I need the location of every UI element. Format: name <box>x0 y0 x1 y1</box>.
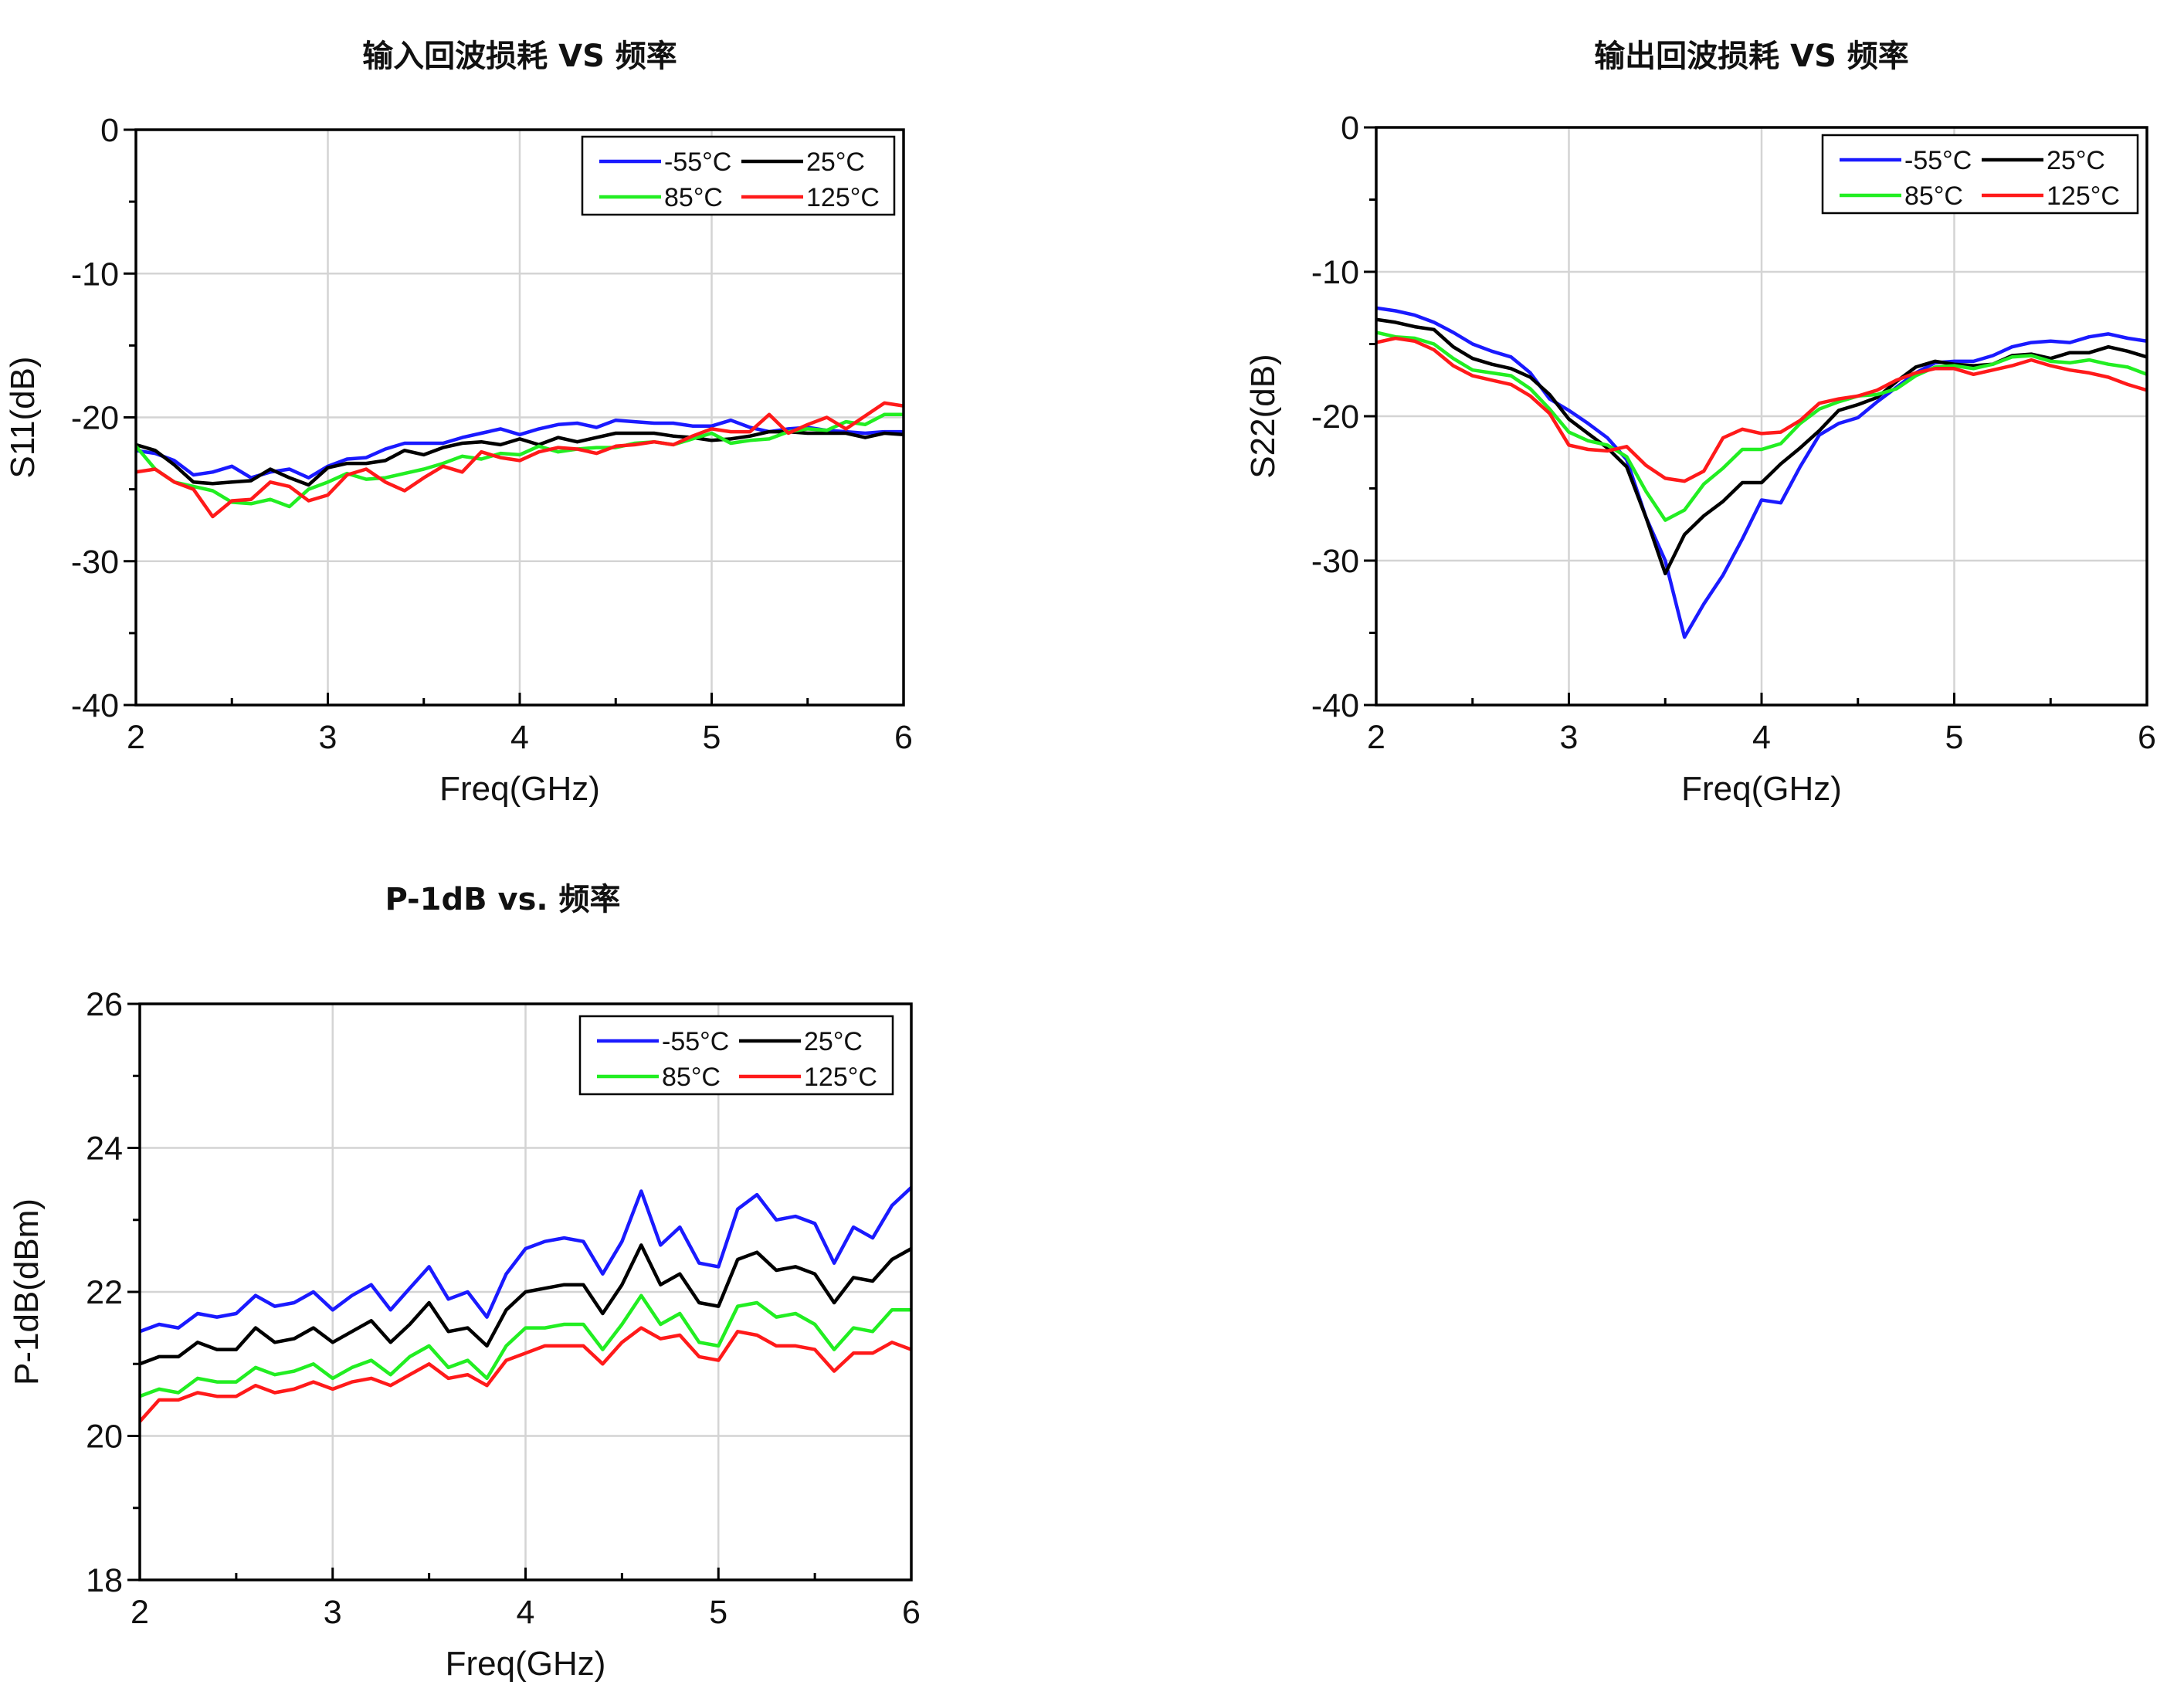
series-group <box>136 401 904 519</box>
y-tick-label: -30 <box>1311 543 1359 580</box>
legend-label: -55°C <box>1904 146 1972 175</box>
legend-box <box>578 1015 894 1096</box>
chart-1: 输入回波损耗 VS 频率 2 3 4 5 6 -40 -30 -20 -10 0 Freq(GHz) S… <box>4 39 913 808</box>
legend-label: 85°C <box>1904 181 1963 211</box>
series-line-25°C <box>136 429 904 487</box>
y-tick-label: -20 <box>1311 398 1359 436</box>
series-line--55°C <box>140 1186 911 1334</box>
y-tick-label: -40 <box>71 687 119 724</box>
y-axis-label: S22(dB) <box>1244 354 1282 478</box>
x-tick-label: 6 <box>902 1594 921 1631</box>
x-tick-label: 2 <box>127 719 145 756</box>
x-tick-label: 3 <box>1560 719 1579 756</box>
y-tick-label: 18 <box>86 1562 123 1599</box>
legend-box <box>1821 134 2139 215</box>
y-tick-label: 26 <box>86 986 123 1023</box>
series-line-85°C <box>136 412 904 509</box>
x-tick-label: 2 <box>1367 719 1385 756</box>
x-tick-label: 6 <box>2138 719 2156 756</box>
x-axis-label: Freq(GHz) <box>439 770 600 808</box>
x-tick-label: 4 <box>510 719 529 756</box>
chart-title: P-1dB vs. 频率 <box>385 882 620 917</box>
x-tick-label: 3 <box>319 719 337 756</box>
y-tick-label: -10 <box>71 256 119 293</box>
legend-label: 25°C <box>804 1027 863 1056</box>
legend-box <box>581 135 896 216</box>
legend-label: -55°C <box>662 1027 729 1056</box>
y-axis-label: P-1dB(dBm) <box>8 1198 46 1385</box>
x-axis-label: Freq(GHz) <box>446 1645 606 1683</box>
series-line-25°C <box>140 1243 911 1366</box>
legend-label: 85°C <box>662 1063 721 1092</box>
series-line-85°C <box>1376 331 2147 522</box>
chart-3: P-1dB vs. 频率 2 3 4 5 6 18 20 22 24 26 Freq(GHz) P-1d… <box>8 882 921 1683</box>
x-tick-label: 5 <box>709 1594 727 1631</box>
legend-label: 25°C <box>806 147 865 177</box>
chart-title: 输入回波损耗 VS 频率 <box>362 39 677 74</box>
legend-label: 25°C <box>2047 146 2105 175</box>
y-axis-label: S11(dB) <box>4 356 42 478</box>
x-tick-label: 5 <box>703 719 721 756</box>
legend-label: 125°C <box>804 1063 877 1092</box>
legend-label: 125°C <box>806 183 880 212</box>
series-line-85°C <box>140 1293 911 1398</box>
legend-label: -55°C <box>664 147 731 177</box>
series-line-125°C <box>1376 336 2147 483</box>
series-line-125°C <box>140 1326 911 1423</box>
y-tick-label: -20 <box>71 400 119 437</box>
legend-label: 125°C <box>2047 181 2120 211</box>
legend: -55°C 25°C 85°C 125°C <box>581 135 896 216</box>
chart-title: 输出回波损耗 VS 频率 <box>1594 39 1909 74</box>
y-tick-label: 0 <box>100 112 119 149</box>
series-line-125°C <box>136 401 904 519</box>
x-tick-label: 4 <box>1752 719 1771 756</box>
x-tick-label: 5 <box>1945 719 1964 756</box>
y-tick-label: 22 <box>86 1274 123 1311</box>
y-tick-label: -10 <box>1311 254 1359 291</box>
legend: -55°C 25°C 85°C 125°C <box>578 1015 894 1096</box>
series-group <box>1376 306 2147 639</box>
x-tick-label: 6 <box>894 719 913 756</box>
y-tick-label: 20 <box>86 1419 123 1456</box>
x-tick-label: 3 <box>324 1594 342 1631</box>
y-tick-label: 0 <box>1341 110 1359 147</box>
x-tick-label: 2 <box>131 1594 149 1631</box>
x-axis-label: Freq(GHz) <box>1681 770 1842 808</box>
y-tick-label: 24 <box>86 1131 123 1168</box>
legend-label: 85°C <box>664 183 723 212</box>
y-tick-label: -40 <box>1311 687 1359 724</box>
series-line--55°C <box>1376 306 2147 639</box>
legend: -55°C 25°C 85°C 125°C <box>1821 134 2139 215</box>
y-tick-label: -30 <box>71 544 119 581</box>
x-tick-label: 4 <box>517 1594 535 1631</box>
series-group <box>140 1186 911 1423</box>
chart-2: 输出回波损耗 VS 频率 2 3 4 5 6 -40 -30 -20 -10 0 Freq(GHz) S… <box>1244 39 2156 808</box>
